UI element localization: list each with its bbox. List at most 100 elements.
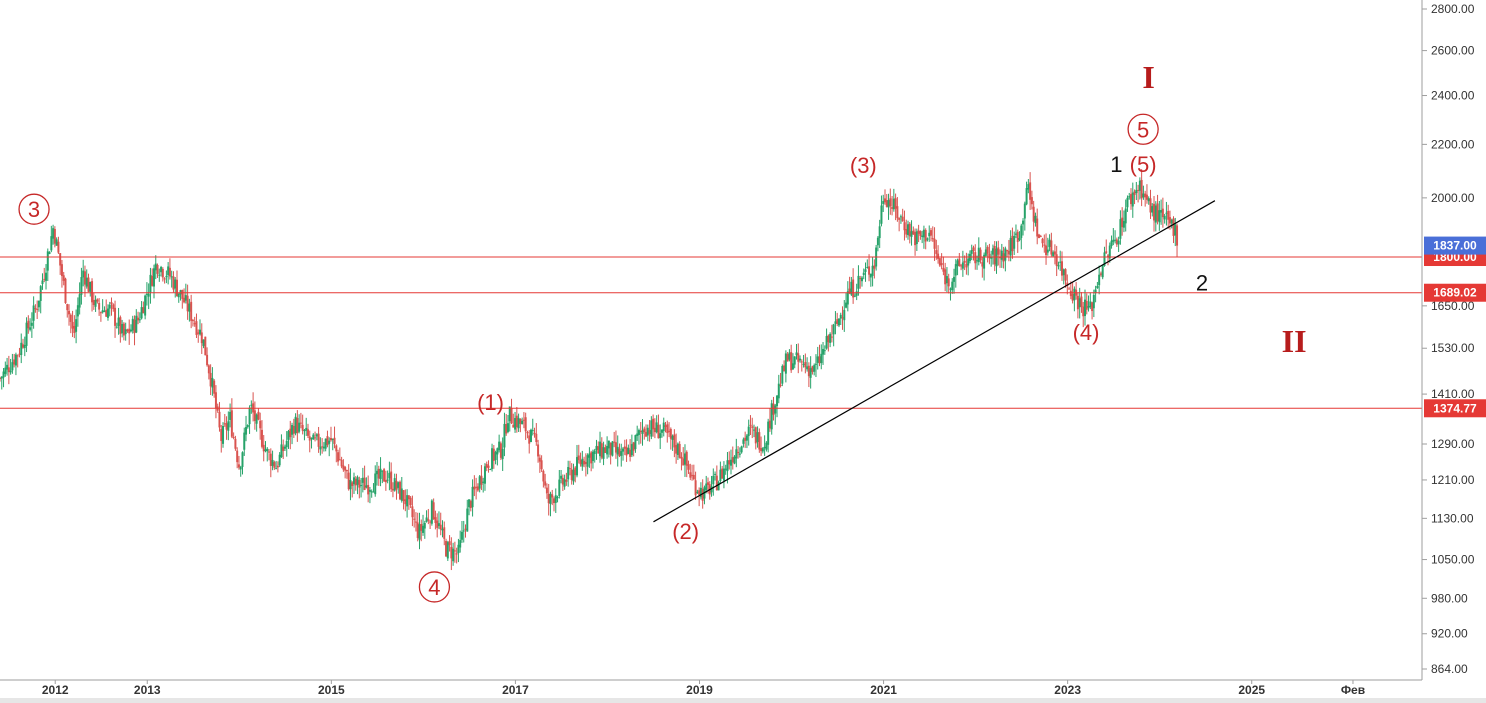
candle-body — [455, 553, 458, 555]
candle — [1108, 242, 1111, 263]
candle — [922, 225, 925, 249]
candle-body — [22, 344, 25, 348]
candle — [599, 431, 602, 463]
candle-body — [1126, 197, 1129, 208]
trendline[interactable] — [653, 200, 1216, 523]
candle — [213, 379, 216, 398]
candle-body — [997, 247, 1000, 255]
candle — [1000, 243, 1003, 268]
candle-body — [87, 277, 90, 292]
candle-body — [469, 501, 472, 509]
candle — [614, 430, 617, 459]
candle — [1080, 292, 1083, 313]
candle — [268, 449, 271, 461]
candle-body — [691, 474, 694, 476]
candle-body — [39, 286, 42, 301]
candle — [641, 419, 644, 446]
candle — [760, 436, 763, 457]
candle-body — [1016, 231, 1019, 242]
candle — [388, 461, 391, 491]
candle — [367, 475, 370, 503]
candle-body — [492, 448, 495, 461]
candle-body — [1022, 220, 1025, 225]
candle — [544, 473, 547, 489]
candle — [788, 349, 791, 362]
candle-body — [1078, 298, 1081, 308]
candle — [429, 519, 432, 529]
candle-body — [747, 426, 750, 437]
candle-body — [27, 320, 30, 329]
candle-body — [16, 355, 19, 357]
candle — [533, 427, 536, 438]
candle-body — [269, 453, 272, 466]
candle — [294, 413, 297, 436]
candle — [905, 219, 908, 238]
candle-body — [154, 263, 157, 271]
candle — [317, 426, 320, 453]
candle — [611, 440, 614, 457]
candle-body — [912, 230, 915, 235]
candle-body — [241, 452, 244, 467]
candle — [298, 414, 301, 434]
candle — [1165, 201, 1168, 226]
candle — [733, 455, 736, 465]
candle — [115, 322, 118, 329]
candle — [774, 403, 777, 425]
bottom-scrollbar[interactable] — [0, 698, 1486, 703]
candle — [1142, 185, 1145, 200]
candle — [710, 475, 713, 497]
candle — [25, 317, 28, 353]
candle — [53, 226, 56, 248]
candle-body — [579, 459, 582, 465]
candle-body — [78, 294, 81, 308]
candle — [1121, 207, 1124, 236]
candle-body — [322, 446, 325, 449]
candle — [319, 437, 322, 456]
candle-body — [271, 459, 274, 466]
candle — [945, 267, 948, 293]
candle — [1167, 204, 1170, 229]
wave-label: (3) — [850, 153, 877, 178]
candle-body — [983, 254, 986, 269]
candle-body — [195, 321, 198, 335]
candle — [988, 243, 991, 265]
candle — [209, 364, 212, 396]
candle — [728, 451, 731, 470]
candle-body — [1023, 203, 1026, 219]
price-badge-bg — [1424, 283, 1486, 302]
candle-body — [229, 411, 232, 420]
candle — [503, 412, 506, 457]
candle — [402, 490, 405, 510]
candle — [1122, 210, 1125, 233]
candle — [94, 295, 97, 312]
candle — [522, 412, 525, 429]
candle-body — [485, 463, 488, 468]
candle-body — [1135, 189, 1138, 194]
candle — [230, 398, 233, 439]
candle-body — [119, 317, 122, 334]
candle — [71, 310, 74, 338]
candle — [931, 226, 934, 242]
candle-body — [326, 436, 329, 446]
candle-body — [1099, 273, 1102, 275]
candle-body — [183, 297, 186, 303]
candle — [652, 414, 655, 437]
candle — [721, 465, 724, 479]
candle-body — [1039, 235, 1042, 237]
candle — [1130, 188, 1133, 210]
candle-body — [830, 336, 833, 338]
candle — [407, 495, 410, 510]
candle-body — [223, 423, 226, 425]
candle — [1053, 244, 1056, 265]
candle — [7, 355, 10, 385]
candle — [260, 420, 263, 449]
wave-label-text: (3) — [850, 153, 877, 178]
candle — [110, 297, 113, 316]
candle-body — [522, 419, 525, 421]
candle-body — [990, 256, 993, 259]
candle-body — [807, 365, 810, 377]
candle-body — [363, 477, 366, 490]
candle-body — [868, 266, 871, 275]
candle-body — [593, 450, 596, 454]
